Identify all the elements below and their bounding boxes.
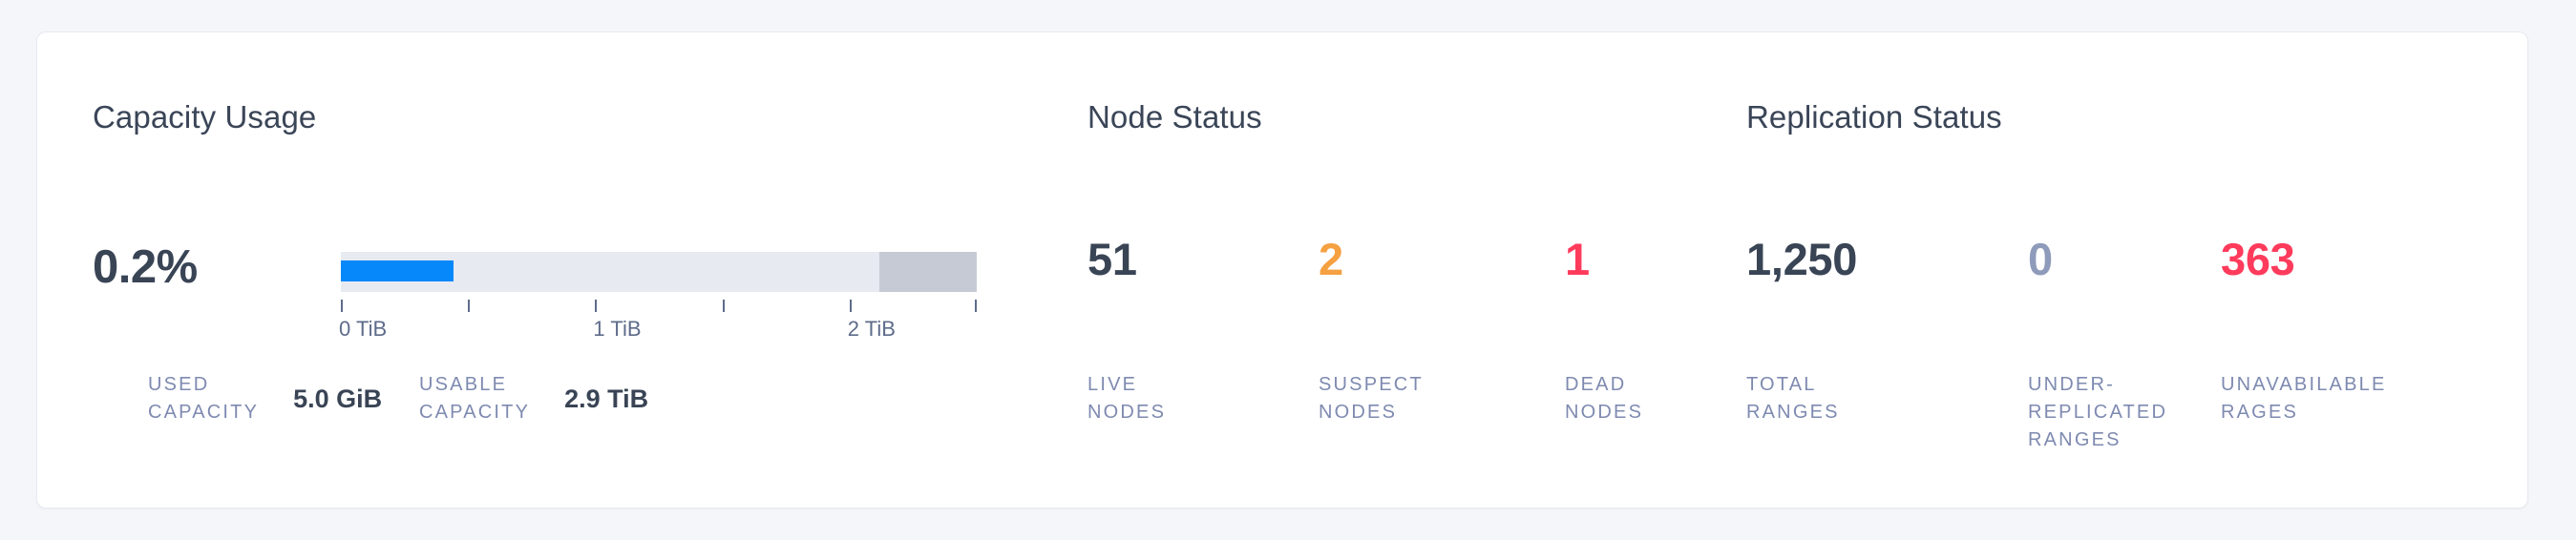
stat-usable-capacity: Usable Capacity 2.9 TiB bbox=[419, 371, 648, 426]
section-node-status: Node Status 51 Live Nodes 2 Suspect Node… bbox=[1087, 32, 1727, 508]
metric-live-nodes-label: Live Nodes bbox=[1087, 374, 1167, 423]
capacity-used-bar bbox=[341, 260, 454, 281]
axis-tick bbox=[468, 300, 471, 312]
stat-usable-capacity-label: Usable Capacity bbox=[419, 374, 531, 423]
metric-suspect-nodes-value: 2 bbox=[1319, 234, 1343, 284]
summary-sections: Capacity Usage 0.2% 0 TiB 1 TiB 2 TiB Used… bbox=[37, 32, 2527, 508]
metric-unavailable-ranges-label: Unavabilable Rages bbox=[2221, 374, 2387, 423]
capacity-bar-track bbox=[341, 252, 977, 292]
metric-dead-nodes-label: Dead Nodes bbox=[1565, 374, 1644, 423]
stat-used-capacity-value: 5.0 GiB bbox=[293, 384, 383, 413]
metric-live-nodes-value: 51 bbox=[1087, 234, 1137, 284]
stat-usable-capacity-value: 2.9 TiB bbox=[564, 384, 649, 413]
node-status-title: Node Status bbox=[1087, 99, 1262, 135]
metric-unavailable-ranges-value: 363 bbox=[2221, 234, 2295, 284]
capacity-percent-value: 0.2% bbox=[93, 241, 198, 293]
metric-under-replicated-ranges-label: Under- Replicated Ranges bbox=[2028, 374, 2168, 450]
metric-total-ranges-label: Total Ranges bbox=[1746, 374, 1840, 423]
axis-tick-label: 0 TiB bbox=[339, 317, 388, 341]
cluster-summary-card: Capacity Usage 0.2% 0 TiB 1 TiB 2 TiB Used… bbox=[36, 31, 2528, 509]
metric-suspect-nodes-label: Suspect Nodes bbox=[1319, 374, 1424, 423]
axis-tick bbox=[341, 300, 343, 312]
metric-under-replicated-ranges-value: 0 bbox=[2028, 234, 2053, 284]
capacity-axis: 0 TiB 1 TiB 2 TiB bbox=[339, 300, 977, 349]
metric-total-ranges-value: 1,250 bbox=[1746, 234, 1858, 284]
axis-tick bbox=[849, 300, 852, 312]
stat-used-capacity-label: Used Capacity bbox=[148, 374, 260, 423]
axis-tick-label: 2 TiB bbox=[847, 317, 896, 341]
capacity-usage-title: Capacity Usage bbox=[93, 99, 317, 135]
axis-tick-label: 1 TiB bbox=[593, 317, 642, 341]
stat-used-capacity: Used Capacity 5.0 GiB bbox=[148, 371, 382, 426]
axis-tick bbox=[722, 300, 725, 312]
replication-status-title: Replication Status bbox=[1746, 99, 2002, 135]
axis-tick bbox=[975, 300, 977, 312]
capacity-unusable-bar bbox=[879, 252, 977, 292]
section-capacity-usage: Capacity Usage 0.2% 0 TiB 1 TiB 2 TiB Used… bbox=[93, 32, 1076, 508]
axis-tick bbox=[595, 300, 598, 312]
capacity-bar-chart: 0 TiB 1 TiB 2 TiB bbox=[339, 252, 981, 349]
metric-dead-nodes-value: 1 bbox=[1565, 234, 1590, 284]
section-replication-status: Replication Status 1,250 Total Ranges 0 … bbox=[1746, 32, 2472, 508]
